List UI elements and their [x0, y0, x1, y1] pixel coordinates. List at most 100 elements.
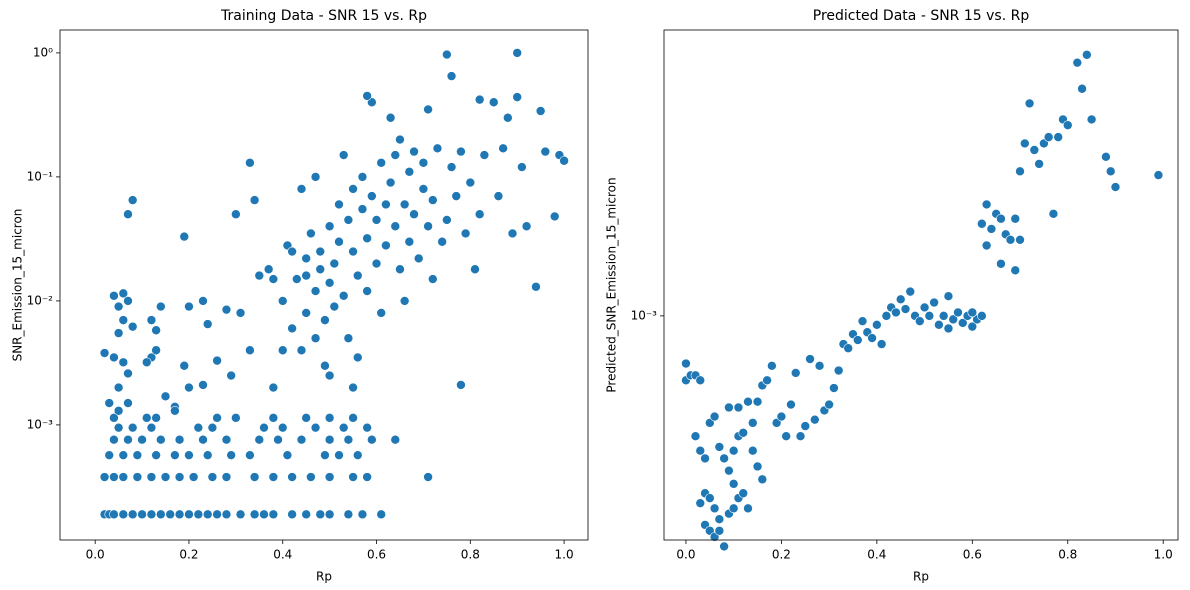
point — [338, 150, 349, 160]
point — [198, 380, 208, 390]
point — [296, 184, 307, 194]
point — [824, 399, 834, 410]
point — [929, 297, 939, 308]
point — [781, 431, 791, 442]
point — [409, 209, 419, 220]
point — [1077, 83, 1087, 94]
point — [301, 270, 311, 281]
point — [259, 422, 269, 433]
x-tick-label: 0.4 — [273, 548, 292, 562]
point — [348, 184, 358, 194]
point — [919, 302, 930, 313]
point — [202, 509, 213, 520]
point — [895, 294, 906, 305]
y-tick-label: 10⁻¹ — [27, 169, 54, 183]
point — [700, 453, 710, 464]
point — [752, 396, 763, 407]
point — [301, 413, 311, 423]
point — [474, 94, 485, 105]
point — [343, 333, 354, 344]
point — [805, 354, 815, 364]
point — [1015, 166, 1025, 177]
point — [709, 503, 720, 514]
point — [762, 375, 772, 386]
point — [123, 209, 133, 220]
x-tick-label: 0.6 — [963, 548, 982, 562]
point — [352, 352, 363, 363]
y-axis-label: Predicted_SNR_Emission_15_micron — [605, 177, 619, 392]
point — [996, 213, 1006, 224]
point — [924, 311, 935, 321]
point — [362, 286, 372, 296]
point — [1082, 49, 1092, 60]
point — [207, 472, 218, 482]
point — [113, 328, 124, 338]
point — [395, 134, 405, 145]
point — [118, 472, 129, 482]
axes-frame — [663, 29, 1179, 541]
point — [934, 319, 944, 330]
point — [376, 157, 387, 168]
point — [123, 434, 133, 445]
point — [277, 296, 288, 306]
point — [404, 236, 415, 247]
point — [876, 339, 887, 349]
x-tick-label: 0.0 — [676, 548, 695, 562]
point — [127, 422, 138, 433]
point — [343, 509, 354, 520]
point — [503, 112, 513, 123]
point — [301, 308, 311, 318]
point — [474, 209, 485, 220]
point — [427, 195, 438, 205]
point — [320, 360, 330, 371]
point — [1015, 234, 1025, 245]
point — [1043, 132, 1054, 142]
point — [99, 472, 110, 482]
point — [423, 221, 433, 232]
point — [301, 253, 311, 264]
point — [695, 375, 706, 386]
point — [113, 422, 124, 433]
point — [343, 215, 354, 225]
point — [409, 146, 419, 157]
point — [479, 150, 490, 160]
point — [202, 319, 213, 329]
point — [743, 396, 753, 407]
point — [235, 308, 246, 318]
point — [245, 157, 255, 168]
point — [833, 365, 844, 376]
point — [207, 422, 218, 433]
point — [174, 472, 185, 482]
point — [123, 398, 133, 408]
point — [221, 434, 232, 445]
point — [324, 277, 335, 288]
point — [324, 221, 335, 232]
point — [179, 231, 190, 242]
point — [231, 413, 241, 423]
point — [953, 307, 963, 318]
point — [329, 301, 340, 312]
point — [212, 509, 222, 520]
point — [151, 450, 161, 460]
point — [390, 150, 401, 160]
y-tick-label: 10⁻² — [27, 293, 54, 307]
point — [151, 345, 161, 356]
point — [465, 177, 476, 188]
x-tick-label: 0.0 — [86, 548, 105, 562]
point — [109, 509, 119, 520]
point — [315, 509, 326, 520]
point — [512, 92, 522, 102]
point — [221, 509, 232, 520]
point — [1101, 152, 1111, 162]
point — [728, 479, 739, 489]
point — [282, 450, 293, 460]
point — [776, 411, 787, 422]
point — [719, 453, 729, 464]
point — [310, 172, 321, 182]
point — [324, 370, 335, 381]
point — [174, 434, 185, 445]
point — [104, 398, 115, 408]
point — [1153, 170, 1164, 180]
point — [385, 177, 396, 188]
point — [390, 434, 401, 445]
